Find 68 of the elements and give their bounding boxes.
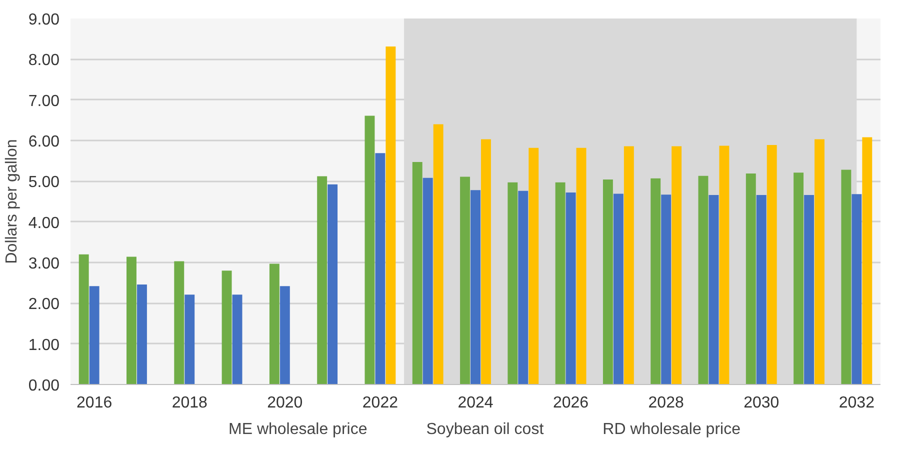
bar xyxy=(481,139,491,384)
bar xyxy=(602,180,613,384)
text: ME wholesale price xyxy=(228,421,368,439)
bar xyxy=(756,194,766,384)
bar xyxy=(804,194,814,384)
x-tick-label: 2030 xyxy=(744,394,780,412)
bar xyxy=(386,46,396,384)
y-tick-label: 0.00 xyxy=(28,378,60,394)
bar xyxy=(613,194,624,384)
bar xyxy=(746,173,756,384)
y-axis-title: Dollars per gallon xyxy=(3,139,20,264)
bar xyxy=(708,194,719,384)
bar xyxy=(184,294,195,384)
bar xyxy=(862,137,872,384)
bar xyxy=(433,124,444,384)
bar xyxy=(280,286,290,384)
y-tick-label: 3.00 xyxy=(28,256,60,272)
x-tick-label: 2026 xyxy=(552,394,589,412)
bar xyxy=(222,270,232,384)
bar xyxy=(136,284,147,384)
y-tick-label: 8.00 xyxy=(28,52,60,70)
y-tick-label: 6.00 xyxy=(28,134,60,150)
bar xyxy=(460,176,470,384)
bar xyxy=(126,256,136,384)
bar xyxy=(422,178,433,384)
bar xyxy=(174,261,184,384)
y-tick-label: 5.00 xyxy=(28,174,60,192)
bar xyxy=(232,294,242,384)
y-tick-label: 2.00 xyxy=(28,296,60,314)
bar xyxy=(814,139,824,384)
bar xyxy=(661,194,672,384)
bar xyxy=(624,146,634,384)
x-tick-label: 2032 xyxy=(838,394,875,412)
y-tick-label: 9.00 xyxy=(28,12,60,28)
y-tick-label: 4.00 xyxy=(28,214,60,232)
x-tick-label: 2024 xyxy=(458,394,494,412)
bar xyxy=(89,286,100,384)
bar xyxy=(576,148,586,384)
x-tick-label: 2016 xyxy=(76,394,112,412)
x-tick-label: 2022 xyxy=(362,394,398,412)
bar xyxy=(508,182,518,384)
bar xyxy=(555,182,566,384)
bar xyxy=(672,146,682,384)
bar xyxy=(566,192,576,384)
bar xyxy=(766,144,777,384)
bar xyxy=(78,254,89,384)
text: RD wholesale price xyxy=(602,421,740,439)
bar xyxy=(518,190,528,384)
bar xyxy=(841,170,852,384)
y-tick-label: 7.00 xyxy=(28,92,60,110)
x-tick-label: 2020 xyxy=(267,394,303,412)
bar xyxy=(375,153,386,384)
bar xyxy=(364,116,375,384)
bar xyxy=(650,178,661,384)
bar xyxy=(794,172,804,384)
bar xyxy=(412,162,422,384)
x-tick-label: 2028 xyxy=(648,394,684,412)
x-tick-label: 2018 xyxy=(172,394,208,412)
bar xyxy=(698,176,708,384)
bar xyxy=(852,194,862,384)
bar xyxy=(328,184,338,384)
bar xyxy=(528,148,539,384)
bar xyxy=(719,146,730,384)
bar xyxy=(317,176,328,384)
text: Soybean oil cost xyxy=(426,421,544,439)
bar xyxy=(470,190,480,384)
y-tick-label: 1.00 xyxy=(28,336,60,354)
bar xyxy=(269,264,280,384)
